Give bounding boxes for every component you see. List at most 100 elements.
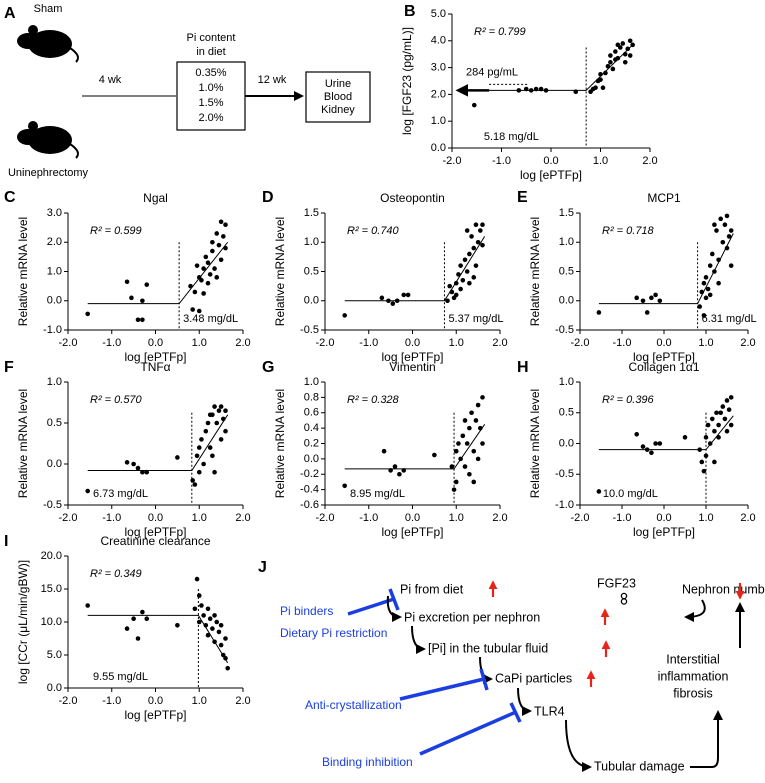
panel-letter: I [4, 533, 8, 550]
point [175, 455, 180, 460]
point [649, 295, 654, 301]
sample: Kidney [321, 104, 355, 116]
x-tick-label: 0.0 [405, 512, 420, 524]
point [480, 242, 485, 248]
chart-title: MCP1 [647, 191, 681, 205]
x-tick-label: -1.0 [613, 337, 632, 349]
x-tick-label: -1.0 [613, 512, 632, 524]
point [196, 593, 202, 598]
x-tick-label: 0.0 [405, 337, 420, 349]
y-tick-label: 0.0 [559, 437, 574, 449]
inhibition [399, 668, 489, 701]
arrow [386, 595, 402, 622]
y-tick-label: 0.5 [559, 407, 574, 419]
x-axis-label: log [ePTFp] [381, 350, 443, 364]
x-tick-label: 2.0 [235, 512, 250, 524]
point [712, 459, 717, 465]
point [622, 51, 628, 57]
x-tick-label: -2.0 [571, 512, 590, 524]
point [199, 277, 204, 283]
x-tick-label: 1.0 [449, 337, 464, 349]
point [124, 626, 130, 631]
point [600, 85, 606, 90]
point [716, 422, 721, 428]
node: Pi excretion per nephron [404, 610, 540, 624]
point [469, 234, 474, 239]
x-tick-label: -1.0 [102, 337, 121, 349]
point [188, 283, 193, 289]
y-tick-label: 0.8 [304, 391, 319, 403]
y-tick-label: 1.0 [304, 236, 319, 248]
point [456, 441, 461, 446]
y-axis-label: Relative mRNA level [16, 389, 30, 498]
y-tick-label: 0.5 [47, 417, 62, 429]
y-tick-label: 0.0 [559, 295, 574, 307]
point [216, 242, 222, 248]
node: FGF23 [597, 576, 636, 590]
point [462, 257, 468, 263]
x-tick-label: -2.0 [59, 512, 78, 524]
point [203, 428, 209, 434]
duration: 12 wk [258, 74, 287, 86]
point [140, 609, 145, 615]
point [596, 310, 602, 315]
point [464, 441, 470, 446]
panel-letter: E [517, 189, 528, 206]
point [223, 636, 228, 641]
point [392, 464, 398, 469]
point [218, 437, 224, 442]
point [401, 468, 407, 473]
point [458, 456, 463, 462]
point [218, 623, 224, 628]
chart-title: Osteopontin [380, 191, 445, 205]
diet: 1.5% [198, 97, 223, 109]
point [214, 231, 220, 236]
mouse-icon [17, 121, 79, 159]
x-tick-label: -2.0 [59, 695, 78, 707]
point [728, 422, 734, 428]
point [212, 404, 217, 409]
point [196, 619, 202, 625]
point [724, 398, 730, 403]
point [480, 441, 485, 446]
point [699, 289, 705, 295]
y-axis-label: log [FGF23 (pg/mL)] [400, 27, 414, 135]
diet-title: Pi content [187, 32, 236, 44]
point [720, 239, 726, 245]
point [210, 248, 215, 254]
point [714, 228, 719, 233]
diet-title: in diet [196, 46, 225, 58]
chart-title: Vimentin [389, 360, 435, 374]
point [603, 70, 608, 76]
point [218, 642, 224, 648]
panel-letter: H [517, 359, 529, 376]
point [196, 469, 202, 475]
x-axis-label: log [ePTFp] [124, 525, 186, 539]
point [634, 431, 639, 437]
x-tick-label: 2.0 [492, 512, 507, 524]
node: Tubular damage [594, 759, 685, 773]
x-tick-label: 0.0 [148, 337, 163, 349]
point [223, 222, 228, 227]
point [131, 616, 136, 621]
node: Interstitial [666, 652, 720, 666]
point [223, 428, 228, 434]
x-tick-label: 0.0 [543, 155, 558, 167]
y-tick-label: 1.0 [304, 376, 319, 388]
point [144, 616, 150, 621]
arrow [411, 625, 426, 654]
point [460, 433, 466, 439]
point [207, 616, 213, 621]
r2-label: R² = 0.349 [90, 568, 142, 580]
point [682, 435, 688, 440]
point [401, 292, 407, 298]
point [649, 450, 654, 456]
x-tick-label: 2.0 [492, 337, 507, 349]
diet: 2.0% [198, 112, 223, 124]
point [453, 292, 459, 298]
point [714, 410, 719, 416]
point [722, 416, 728, 422]
point [212, 266, 217, 271]
point [379, 295, 385, 301]
point [653, 441, 658, 446]
